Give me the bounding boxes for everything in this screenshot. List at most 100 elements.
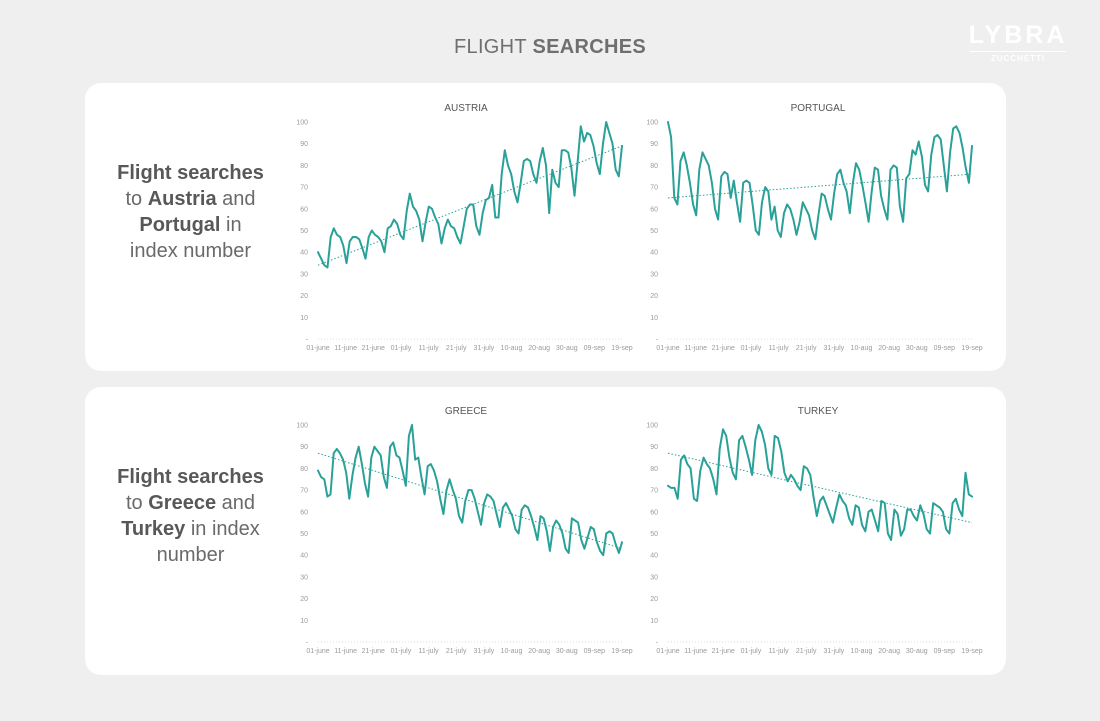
x-tick-label: 20-aug [878, 648, 900, 655]
desc-text: number [156, 544, 225, 566]
x-tick-label: 21-july [446, 345, 467, 352]
y-tick-label: 40 [300, 250, 308, 257]
x-tick-label: 01-june [306, 648, 329, 655]
y-tick-label: 70 [300, 488, 308, 495]
x-tick-label: 11-june [684, 345, 707, 352]
chart-turkey: TURKEY 100 90 80 70 60 50 40 30 20 10 -01-june 11-ju… [646, 406, 983, 655]
x-tick-label: 30-aug [556, 345, 578, 352]
y-tick-label: 20 [650, 596, 658, 603]
desc-country: Turkey [121, 518, 186, 540]
x-tick-label: 09-sep [584, 345, 606, 352]
y-tick-label: 70 [300, 185, 308, 192]
x-tick-label: 19-sep [961, 648, 983, 655]
x-tick-label: 21-june [362, 648, 385, 655]
y-tick-label: - [306, 337, 309, 344]
desc-country: Portugal [139, 214, 221, 236]
trendline-turkey [667, 452, 973, 524]
page-title-light: FLIGHT [454, 36, 533, 58]
x-tick-label: 11-july [418, 345, 439, 352]
x-tick-label: 09-sep [934, 648, 956, 655]
x-tick-label: 21-june [362, 345, 385, 352]
x-tick-label: 09-sep [584, 648, 606, 655]
chart-title: PORTUGAL [791, 103, 846, 114]
desc-text: in index [185, 518, 260, 540]
brand-logo: LYBRA ZUCCHETTI [966, 22, 1070, 63]
y-tick-label: 90 [300, 141, 308, 148]
desc-text: index number [129, 240, 252, 262]
logo-divider [970, 51, 1066, 52]
x-tick-label: 09-sep [934, 345, 956, 352]
y-tick-label: 30 [650, 271, 658, 278]
y-tick-label: 20 [300, 293, 308, 300]
x-tick-label: 19-sep [611, 648, 633, 655]
x-tick-label: 20-aug [878, 345, 900, 352]
x-tick-label: 31-july [474, 345, 495, 352]
y-tick-label: 10 [650, 618, 658, 625]
y-tick-label: 10 [650, 315, 658, 322]
x-tick-label: 01-june [306, 345, 329, 352]
x-tick-label: 21-july [796, 345, 817, 352]
y-tick-label: 60 [300, 206, 308, 213]
y-tick-label: 40 [650, 250, 658, 257]
x-tick-label: 10-aug [851, 345, 873, 352]
x-tick-label: 20-aug [528, 345, 550, 352]
x-tick-label: 11-july [418, 648, 439, 655]
y-tick-label: 70 [650, 488, 658, 495]
y-tick-label: 10 [300, 618, 308, 625]
desc-text: to [125, 188, 148, 210]
series-line-turkey [667, 424, 973, 541]
x-tick-label: 10-aug [851, 648, 873, 655]
y-tick-label: - [306, 640, 309, 647]
x-tick-label: 01-june [656, 648, 679, 655]
chart-title: GREECE [445, 406, 488, 417]
trendline-austria [317, 145, 623, 266]
x-tick-label: 01-july [391, 648, 412, 655]
x-tick-label: 31-july [824, 345, 845, 352]
y-tick-label: 40 [300, 553, 308, 560]
x-tick-label: 30-aug [556, 648, 578, 655]
x-tick-label: 31-july [824, 648, 845, 655]
x-tick-label: 19-sep [611, 345, 633, 352]
y-tick-label: 80 [650, 163, 658, 170]
y-tick-label: 10 [300, 315, 308, 322]
logo-wordmark: LYBRA [968, 21, 1068, 49]
desc-text: and [216, 492, 256, 514]
chart-austria: AUSTRIA 100 90 80 70 60 50 40 30 20 10 -01-june 11-j… [296, 103, 633, 352]
desc-country: Greece [148, 492, 217, 514]
desc-text: to [125, 492, 149, 514]
trendline-greece [317, 452, 623, 550]
y-tick-label: 100 [296, 423, 308, 430]
logo-subtitle: ZUCCHETTI [990, 54, 1046, 63]
y-tick-label: 90 [300, 444, 308, 451]
y-tick-label: 100 [296, 120, 308, 127]
y-tick-label: 20 [300, 596, 308, 603]
y-tick-label: 80 [300, 163, 308, 170]
x-tick-label: 01-july [391, 345, 412, 352]
x-tick-label: 11-june [334, 648, 357, 655]
series-line-greece [317, 424, 623, 557]
chart-greece: GREECE 100 90 80 70 60 50 40 30 20 10 -01-june 11-ju… [296, 406, 633, 655]
y-tick-label: 30 [650, 574, 658, 581]
y-tick-label: 100 [646, 423, 658, 430]
desc-line-1: Flight searches [117, 162, 264, 184]
y-tick-label: 50 [300, 228, 308, 235]
y-tick-label: - [656, 640, 659, 647]
x-tick-label: 21-july [796, 648, 817, 655]
y-tick-label: 50 [650, 531, 658, 538]
x-tick-label: 31-july [474, 648, 495, 655]
chart-title: TURKEY [798, 406, 839, 417]
page-title-bold: SEARCHES [532, 36, 646, 58]
y-tick-label: 30 [300, 271, 308, 278]
y-tick-label: 90 [650, 444, 658, 451]
x-tick-label: 11-june [684, 648, 707, 655]
y-tick-label: 60 [650, 509, 658, 516]
y-tick-label: 60 [650, 206, 658, 213]
series-line-portugal [667, 121, 973, 241]
panel-description: Flight searches to Greece and Turkey in … [103, 464, 278, 568]
desc-text: and [216, 188, 256, 210]
page-title: FLIGHT SEARCHES [0, 36, 1100, 59]
x-tick-label: 10-aug [501, 345, 523, 352]
desc-country: Austria [147, 188, 217, 210]
y-tick-label: 40 [650, 553, 658, 560]
panel-description: Flight searches to Austria and Portugal … [103, 160, 278, 264]
